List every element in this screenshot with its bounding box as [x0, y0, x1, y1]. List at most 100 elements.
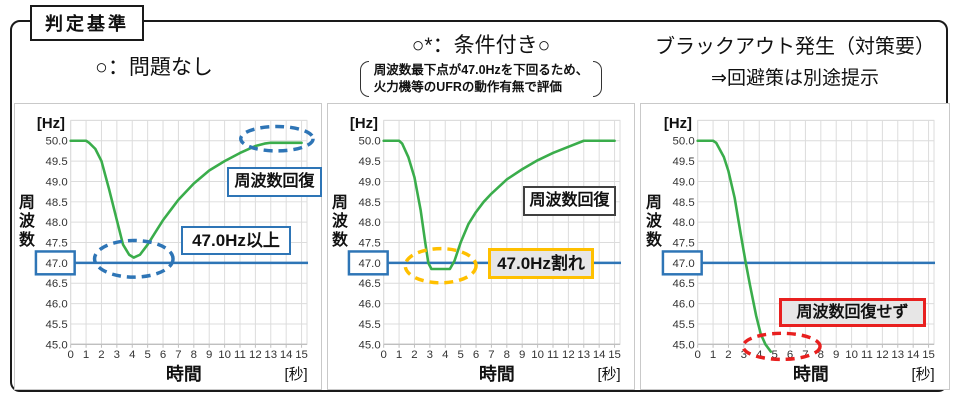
annotation-label: 周波数回復: [227, 167, 322, 197]
highlight-ellipse-red: [741, 331, 822, 362]
panel2-header-main: ○*：条件付き○: [411, 34, 551, 57]
chart-panel-1: 50.0 49.5 49.0 48.5 48.0 47.5 47.0 46.5 46.0 45.5…: [14, 103, 322, 390]
svg-text:47.5: 47.5: [673, 237, 695, 249]
svg-text:9: 9: [833, 349, 839, 361]
svg-text:7: 7: [175, 349, 181, 361]
highlight-ellipse-blue: [92, 238, 175, 279]
svg-text:45.0: 45.0: [46, 339, 68, 351]
panel1-header: ○：問題なし: [95, 56, 213, 79]
svg-text:46.5: 46.5: [359, 278, 381, 290]
svg-text:10: 10: [845, 349, 858, 361]
svg-text:11: 11: [234, 349, 246, 361]
svg-text:48.0: 48.0: [673, 217, 695, 229]
svg-text:時間: 時間: [166, 364, 202, 384]
right-paren-shape: [593, 61, 603, 97]
svg-text:時間: 時間: [793, 364, 829, 384]
svg-text:7: 7: [488, 349, 494, 361]
svg-text:45.5: 45.5: [46, 319, 68, 331]
svg-text:45.0: 45.0: [673, 339, 695, 351]
svg-text:49.0: 49.0: [673, 176, 695, 188]
svg-text:2: 2: [725, 349, 731, 361]
svg-text:15: 15: [295, 349, 308, 361]
frequency-curve: [382, 139, 616, 271]
svg-text:14: 14: [907, 349, 920, 361]
svg-text:46.5: 46.5: [46, 278, 68, 290]
svg-text:6: 6: [787, 349, 793, 361]
svg-text:45.5: 45.5: [673, 319, 695, 331]
svg-text:[秒]: [秒]: [285, 366, 308, 383]
svg-text:数: 数: [19, 230, 35, 249]
svg-text:47.0: 47.0: [673, 258, 695, 270]
svg-text:波: 波: [332, 211, 348, 230]
chart-panel-3: 50.0 49.5 49.0 48.5 48.0 47.5 47.0 46.5 46.0 45.5…: [640, 103, 950, 390]
svg-text:6: 6: [160, 349, 166, 361]
svg-text:周: 周: [646, 193, 662, 211]
svg-text:49.5: 49.5: [673, 156, 695, 168]
svg-text:14: 14: [593, 349, 606, 361]
svg-text:49.0: 49.0: [359, 176, 381, 188]
svg-text:数: 数: [332, 230, 348, 249]
svg-text:14: 14: [280, 349, 293, 361]
svg-text:1: 1: [83, 349, 89, 361]
svg-text:5: 5: [771, 349, 777, 361]
page-title: 判定基準: [30, 5, 144, 41]
panel3-header: ブラックアウト発生（対策要） ⇒回避策は別途提示: [640, 30, 950, 90]
frequency-curve: [69, 139, 303, 259]
svg-text:49.5: 49.5: [359, 156, 381, 168]
svg-text:3: 3: [741, 349, 747, 361]
svg-text:48.5: 48.5: [46, 197, 68, 209]
svg-text:2: 2: [98, 349, 104, 361]
svg-text:13: 13: [577, 349, 590, 361]
note-line-2: 火力機等のUFRの動作有無で評価: [373, 79, 562, 94]
svg-text:49.0: 49.0: [46, 176, 68, 188]
svg-text:15: 15: [608, 349, 621, 361]
svg-text:46.0: 46.0: [673, 299, 695, 311]
svg-text:11: 11: [547, 349, 559, 361]
annotation-label: 周波数回復せず: [779, 298, 926, 327]
svg-text:0: 0: [381, 349, 387, 361]
svg-text:2: 2: [411, 349, 417, 361]
chart-canvas-3: 50.0 49.5 49.0 48.5 48.0 47.5 47.0 46.5 46.0 45.5…: [646, 116, 936, 384]
svg-text:4: 4: [442, 349, 449, 361]
svg-text:1: 1: [396, 349, 402, 361]
svg-text:48.0: 48.0: [46, 217, 68, 229]
svg-text:3: 3: [427, 349, 433, 361]
svg-text:12: 12: [562, 349, 575, 361]
svg-text:1: 1: [710, 349, 716, 361]
svg-text:周: 周: [332, 193, 348, 211]
panel2-header: ○*：条件付き○ 周波数最下点が47.0Hzを下回るため、 火力機等のUFRの動…: [327, 29, 635, 102]
svg-text:時間: 時間: [479, 364, 515, 384]
svg-text:波: 波: [646, 211, 662, 230]
svg-text:5: 5: [457, 349, 463, 361]
svg-text:[Hz]: [Hz]: [664, 116, 692, 132]
svg-text:49.5: 49.5: [46, 156, 68, 168]
note-line-1: 周波数最下点が47.0Hzを下回るため、: [373, 63, 589, 77]
svg-text:12: 12: [249, 349, 262, 361]
svg-text:[秒]: [秒]: [598, 366, 621, 383]
svg-text:50.0: 50.0: [46, 136, 68, 148]
panel3-header-main: ブラックアウト発生（対策要）: [655, 36, 935, 58]
svg-text:波: 波: [19, 211, 35, 230]
svg-text:9: 9: [519, 349, 525, 361]
svg-text:50.0: 50.0: [673, 136, 695, 148]
svg-text:数: 数: [646, 230, 662, 249]
svg-text:46.5: 46.5: [673, 278, 695, 290]
svg-text:48.5: 48.5: [673, 197, 695, 209]
svg-text:47.5: 47.5: [46, 237, 68, 249]
svg-text:10: 10: [531, 349, 544, 361]
svg-text:4: 4: [129, 349, 136, 361]
svg-text:8: 8: [191, 349, 197, 361]
svg-text:12: 12: [876, 349, 889, 361]
svg-text:8: 8: [504, 349, 510, 361]
svg-text:15: 15: [922, 349, 935, 361]
chart-panel-2: 50.0 49.5 49.0 48.5 48.0 47.5 47.0 46.5 46.0 45.5…: [327, 103, 635, 390]
annotation-label: 47.0Hz以上: [181, 226, 291, 255]
svg-text:6: 6: [473, 349, 479, 361]
svg-text:48.0: 48.0: [359, 217, 381, 229]
panel3-header-sub: ⇒回避策は別途提示: [711, 68, 879, 89]
svg-text:47.0: 47.0: [46, 258, 68, 270]
svg-text:8: 8: [818, 349, 824, 361]
annotation-label: 47.0Hz割れ: [488, 248, 594, 279]
svg-text:0: 0: [695, 349, 701, 361]
